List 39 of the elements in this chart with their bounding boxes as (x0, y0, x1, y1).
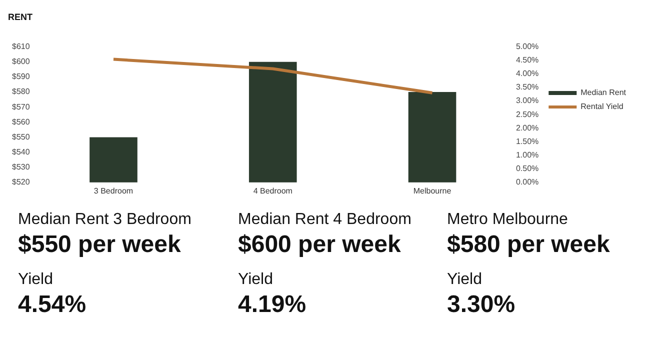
y2-tick-label: 2.00% (516, 123, 539, 132)
y2-tick-label: 0.50% (516, 164, 539, 174)
x-tick-label: 3 Bedroom (94, 186, 134, 196)
legend-label: Rental Yield (580, 102, 624, 112)
y-tick-label: $570 (12, 102, 30, 112)
y2-tick-label: 1.00% (516, 150, 539, 160)
text: Median Rent 4 Bedroom (238, 210, 412, 230)
y-tick-label: $610 (12, 42, 30, 52)
legend-label: Median Rent (580, 88, 627, 98)
text: Median Rent 3 Bedroom (18, 210, 192, 230)
y2-tick-label: 1.50% (516, 136, 539, 146)
text: $550 per week (18, 230, 182, 260)
x-tick-label: 4 Bedroom (253, 186, 293, 196)
text: Yield (238, 270, 274, 290)
text: 3.30% (447, 290, 516, 320)
text: 4.54% (18, 290, 88, 320)
x-tick-label: Melbourne (413, 186, 452, 196)
text: 4.19% (238, 290, 308, 320)
y-tick-label: $590 (12, 72, 30, 82)
y-tick-label: $520 (12, 178, 30, 187)
y2-tick-label: 5.00% (516, 42, 539, 52)
text: $580 per week (447, 230, 611, 260)
y2-tick-label: 3.00% (516, 96, 539, 106)
text: $600 per week (238, 230, 402, 260)
chart-title: RENT (8, 12, 33, 22)
y2-tick-label: 4.50% (516, 56, 539, 65)
y-tick-label: $550 (12, 132, 30, 142)
text: Yield (18, 270, 54, 290)
y2-tick-label: 4.00% (516, 69, 539, 78)
y-tick-label: $560 (12, 117, 30, 126)
text: Metro Melbourne (447, 210, 569, 230)
y-tick-label: $580 (12, 87, 30, 96)
y-tick-label: $540 (12, 147, 30, 156)
text: Yield (447, 270, 483, 290)
y-tick-label: $600 (12, 57, 30, 66)
y2-tick-label: 2.50% (516, 110, 539, 119)
y-tick-label: $530 (12, 162, 30, 172)
y2-tick-label: 0.00% (516, 178, 539, 187)
y2-tick-label: 3.50% (516, 82, 539, 92)
